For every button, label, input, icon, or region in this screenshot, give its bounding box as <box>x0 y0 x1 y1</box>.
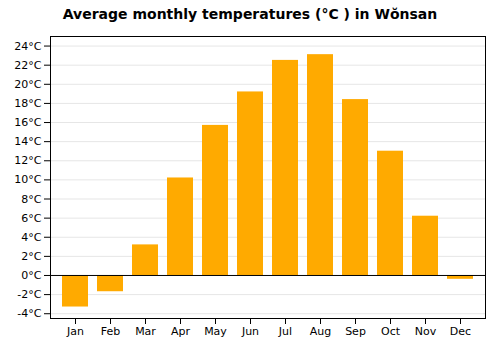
svg-text:0°C: 0°C <box>21 269 41 282</box>
svg-text:8°C: 8°C <box>21 193 41 206</box>
svg-text:12°C: 12°C <box>14 154 41 167</box>
svg-text:10°C: 10°C <box>14 173 41 186</box>
svg-text:24°C: 24°C <box>14 40 41 53</box>
svg-text:Apr: Apr <box>171 325 191 338</box>
svg-text:Nov: Nov <box>415 325 437 338</box>
svg-text:Jan: Jan <box>66 325 84 338</box>
svg-text:2°C: 2°C <box>21 250 41 263</box>
svg-text:Jun: Jun <box>241 325 259 338</box>
svg-text:Oct: Oct <box>381 325 401 338</box>
svg-text:Aug: Aug <box>310 325 331 338</box>
svg-text:Mar: Mar <box>135 325 156 338</box>
svg-text:16°C: 16°C <box>14 116 41 129</box>
svg-text:14°C: 14°C <box>14 135 41 148</box>
svg-text:Jul: Jul <box>278 325 292 338</box>
svg-text:May: May <box>204 325 227 338</box>
svg-text:20°C: 20°C <box>14 78 41 91</box>
svg-text:22°C: 22°C <box>14 59 41 72</box>
svg-text:Sep: Sep <box>345 325 366 338</box>
svg-text:Dec: Dec <box>450 325 471 338</box>
svg-text:Feb: Feb <box>101 325 120 338</box>
svg-text:-4°C: -4°C <box>17 307 41 320</box>
svg-text:18°C: 18°C <box>14 97 41 110</box>
html-text:Average monthly temperatures (: Average monthly temperatures (°C ) in Wŏ… <box>62 6 438 22</box>
svg-text:6°C: 6°C <box>21 212 41 225</box>
svg-text:4°C: 4°C <box>21 231 41 244</box>
svg-text:-2°C: -2°C <box>17 288 41 301</box>
